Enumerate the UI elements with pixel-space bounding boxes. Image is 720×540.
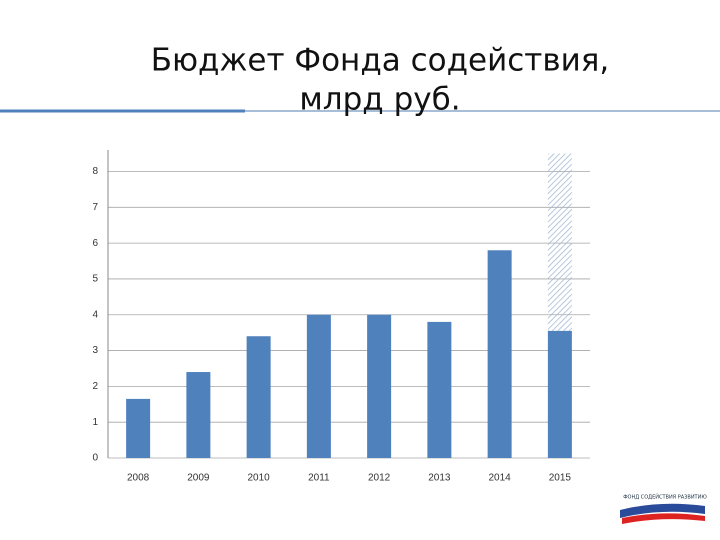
- y-tick-label: 3: [92, 345, 98, 356]
- y-tick-label: 8: [92, 166, 98, 177]
- chart-subtitle: млрд руб.: [299, 82, 460, 118]
- x-tick-label: 2013: [428, 473, 451, 484]
- x-tick-label: 2015: [549, 473, 572, 484]
- x-tick-label: 2012: [368, 473, 391, 484]
- bar: [186, 372, 211, 458]
- y-tick-label: 6: [92, 238, 98, 249]
- bar: [547, 153, 572, 331]
- y-tick-label: 7: [92, 202, 98, 213]
- bar: [367, 314, 392, 458]
- logo-stripe: [622, 513, 705, 524]
- y-tick-label: 4: [92, 309, 98, 320]
- bar: [487, 250, 512, 458]
- bar: [547, 330, 572, 458]
- x-tick-label: 2008: [127, 473, 150, 484]
- bar: [427, 321, 452, 458]
- x-tick-label: 2014: [489, 473, 512, 484]
- bar: [126, 398, 151, 458]
- x-tick-label: 2009: [187, 473, 210, 484]
- bar: [306, 314, 331, 458]
- y-tick-label: 5: [92, 274, 98, 285]
- chart-title: Бюджет Фонда содействия,: [151, 43, 610, 79]
- plot: 0 1 2 3 4 5 6 7 8 2008 2009 2010 2011 2012 2013 2014 201…: [92, 150, 590, 484]
- y-tick-label: 2: [92, 381, 98, 392]
- y-tick-label: 1: [92, 417, 98, 428]
- y-tick-label: 0: [92, 453, 98, 464]
- logo: ФОНД СОДЕЙСТВИЯ РАЗВИТИЮ: [620, 494, 707, 524]
- logo-text: ФОНД СОДЕЙСТВИЯ РАЗВИТИЮ: [623, 494, 707, 501]
- logo-stripe: [620, 503, 705, 518]
- bar: [246, 336, 271, 458]
- x-tick-label: 2011: [308, 473, 330, 484]
- x-tick-label: 2010: [248, 473, 271, 484]
